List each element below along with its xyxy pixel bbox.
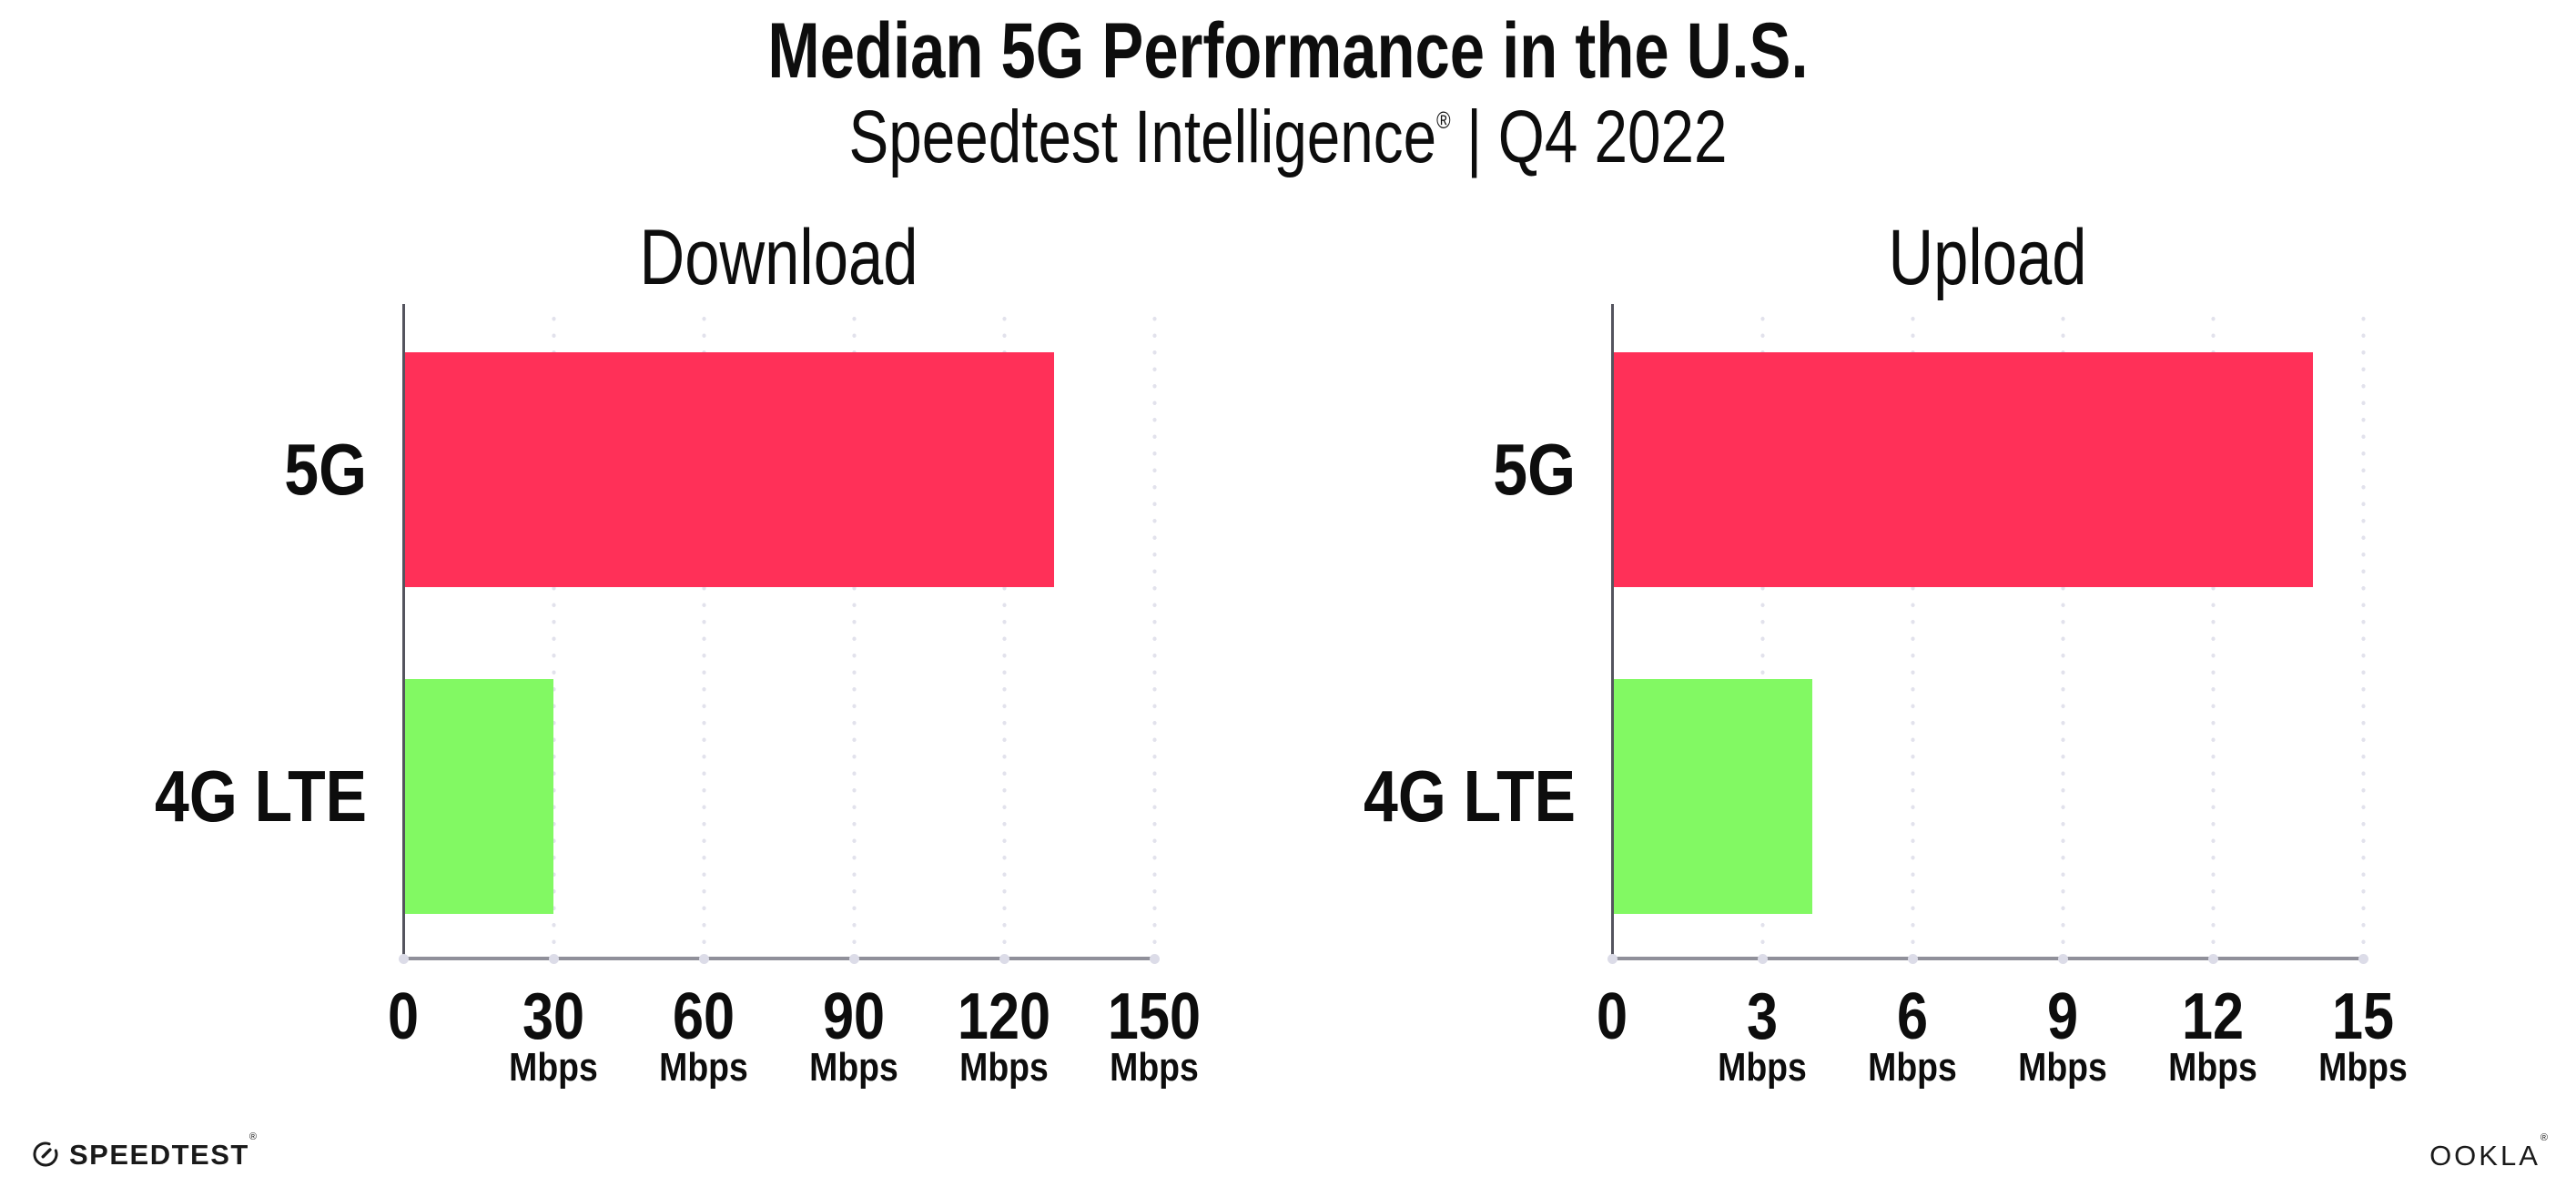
ookla-wordmark: OOKLA [2429, 1140, 2541, 1172]
x-tick-label-6: 6 [1896, 980, 1929, 1053]
axis-tick-dot-60 [698, 953, 709, 964]
axis-tick-dot-9 [2057, 953, 2068, 964]
x-tick-label-0: 0 [387, 980, 420, 1053]
gridline-9 [2060, 304, 2065, 955]
category-label-4g-lte: 4G LTE [1364, 756, 1576, 837]
x-tick-label-150: 150 [1107, 980, 1202, 1053]
x-tick-label-60: 60 [672, 980, 735, 1053]
x-tick-unit-12: Mbps [2168, 1045, 2257, 1090]
x-tick-unit-90: Mbps [809, 1045, 898, 1090]
gridline-3 [1760, 304, 1765, 955]
gridline-90 [851, 304, 857, 955]
gridline-120 [1001, 304, 1007, 955]
x-tick-unit-150: Mbps [1110, 1045, 1199, 1090]
bar-5g-download [403, 352, 1054, 587]
axis-tick-dot-150 [1149, 953, 1160, 964]
axis-tick-dot-90 [848, 953, 859, 964]
axis-tick-dot-0 [398, 953, 409, 964]
subtitle-brand: Speedtest Intelligence [848, 96, 1437, 178]
x-axis-line [1611, 957, 2364, 960]
x-tick-label-30: 30 [522, 980, 585, 1053]
speedtest-wordmark: SPEEDTEST® [69, 1131, 259, 1171]
x-tick-label-15: 15 [2331, 980, 2395, 1053]
x-tick-label-3: 3 [1746, 980, 1779, 1053]
y-axis-line [402, 304, 405, 959]
axis-tick-dot-12 [2207, 953, 2218, 964]
x-axis-line [402, 957, 1155, 960]
x-tick-unit-9: Mbps [2018, 1045, 2107, 1090]
bar-4g-lte-download [403, 679, 553, 914]
x-tick-unit-3: Mbps [1718, 1045, 1807, 1090]
x-tick-unit-6: Mbps [1868, 1045, 1957, 1090]
registered-mark: ® [1436, 106, 1451, 134]
page-subtitle: Speedtest Intelligence® | Q4 2022 [258, 100, 2318, 175]
chart-title-download: Download [639, 214, 918, 301]
x-tick-unit-120: Mbps [959, 1045, 1049, 1090]
x-tick-label-12: 12 [2181, 980, 2245, 1053]
x-tick-label-9: 9 [2046, 980, 2079, 1053]
ookla-trademark-mark: ® [2540, 1132, 2551, 1143]
x-tick-label-0: 0 [1596, 980, 1628, 1053]
subtitle-period: Q4 2022 [1497, 96, 1728, 178]
category-label-5g: 5G [284, 429, 367, 510]
chart-title-upload: Upload [1888, 214, 2087, 301]
gridline-6 [1910, 304, 1915, 955]
bar-4g-lte-upload [1612, 679, 1812, 914]
gridline-150 [1151, 304, 1157, 955]
x-tick-unit-60: Mbps [659, 1045, 748, 1090]
gridline-15 [2360, 304, 2366, 955]
category-label-5g: 5G [1493, 429, 1576, 510]
axis-tick-dot-6 [1907, 953, 1918, 964]
axis-tick-dot-30 [548, 953, 559, 964]
gauge-icon [33, 1141, 58, 1167]
x-tick-unit-15: Mbps [2318, 1045, 2408, 1090]
category-label-4g-lte: 4G LTE [155, 756, 367, 837]
x-tick-label-120: 120 [957, 980, 1051, 1053]
axis-tick-dot-15 [2358, 953, 2368, 964]
gridline-30 [551, 304, 556, 955]
page-title: Median 5G Performance in the U.S. [767, 7, 1809, 95]
y-axis-line [1611, 304, 1614, 959]
bar-5g-upload [1612, 352, 2313, 587]
subtitle-separator: | [1466, 96, 1483, 178]
speedtest-logo: SPEEDTEST® [31, 1131, 259, 1171]
axis-tick-dot-120 [999, 953, 1009, 964]
speedtest-trademark-mark: ® [248, 1131, 259, 1142]
ookla-logo: OOKLA® [2429, 1133, 2551, 1172]
x-tick-unit-30: Mbps [509, 1045, 598, 1090]
gridline-60 [701, 304, 706, 955]
x-tick-label-90: 90 [822, 980, 886, 1053]
axis-tick-dot-3 [1757, 953, 1768, 964]
gridline-12 [2210, 304, 2216, 955]
axis-tick-dot-0 [1607, 953, 1618, 964]
